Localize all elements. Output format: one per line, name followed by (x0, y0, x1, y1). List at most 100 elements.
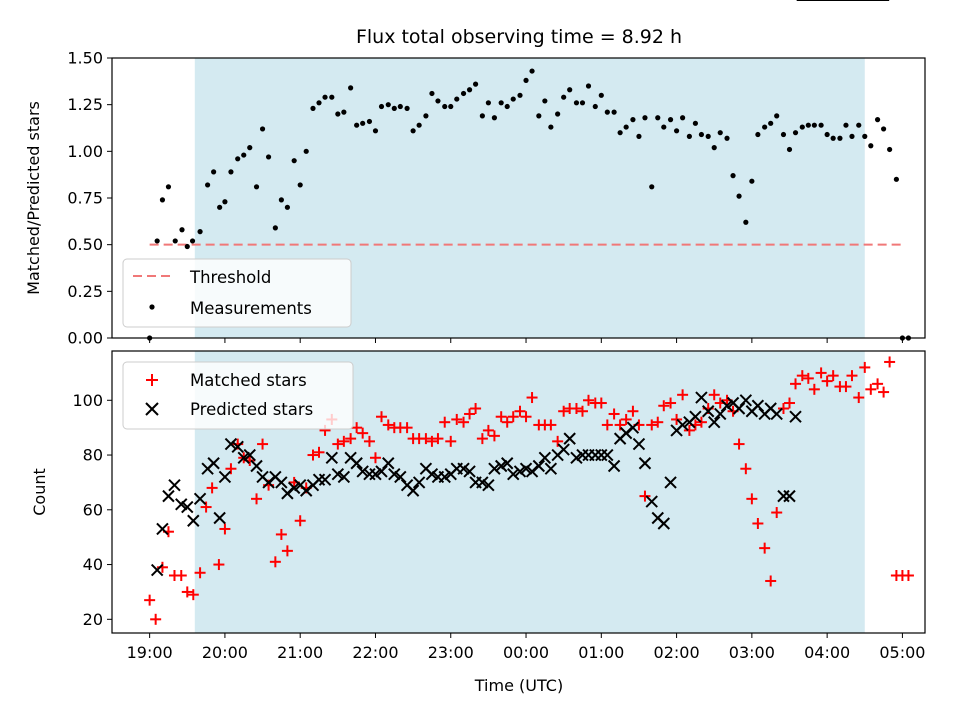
predicted-star-point (231, 440, 244, 454)
matched-star-point (501, 416, 513, 428)
measurement-point (717, 130, 723, 136)
measurement-point (416, 122, 422, 128)
matched-star-point (439, 416, 451, 428)
matched-star-point (357, 427, 369, 439)
matched-star-point (815, 367, 827, 379)
measurement-point (824, 131, 830, 138)
top-plot: 0.00 0.25 0.50 0.75 1.00 1.25 1.50 Matched/Pre… (24, 49, 926, 348)
predicted-star-point (476, 476, 489, 489)
matched-star-point (878, 386, 890, 398)
measurement-point (868, 143, 874, 149)
bottom-x-tick-label: 22:00 (352, 643, 398, 662)
measurement-point (604, 109, 610, 115)
measurement-point (611, 109, 617, 115)
measurement-point (567, 87, 573, 93)
measurement-point (585, 83, 592, 89)
predicted-star-point (570, 451, 583, 464)
predicted-star-point (382, 457, 395, 470)
predicted-star-point (438, 470, 451, 484)
matched-star-point (658, 400, 670, 412)
measurement-point (211, 169, 217, 175)
matched-star-point (488, 430, 500, 442)
top-y-axis-label: Matched/Predicted stars (24, 101, 43, 295)
measurement-point (366, 118, 373, 125)
measurement-point (189, 238, 196, 244)
measurement-point (341, 109, 347, 115)
matched-star-point (181, 586, 193, 598)
predicted-star-point (557, 443, 570, 456)
matched-star-point (213, 559, 225, 571)
measurement-point (504, 103, 510, 110)
predicted-star-point (482, 478, 495, 492)
predicted-star-point (657, 517, 670, 530)
legend-predicted-swatch (145, 402, 159, 416)
measurement-point (749, 178, 755, 184)
bottom-legend: Matched stars Predicted stars (122, 361, 354, 430)
matched-star-point (765, 575, 777, 587)
predicted-star-point (563, 432, 576, 445)
measurement-point (880, 126, 887, 132)
matched-star-point (777, 402, 789, 414)
measurement-point (517, 92, 523, 98)
measurement-point (692, 120, 699, 126)
measurement-point (630, 117, 636, 123)
measurement-point (491, 115, 498, 121)
measurement-point (755, 131, 761, 138)
matched-star-point (708, 389, 720, 401)
measurement-point (698, 131, 705, 138)
predicted-star-point (501, 457, 514, 470)
matched-star-point (257, 438, 269, 450)
measurement-point (253, 184, 260, 190)
measurement-point (724, 135, 730, 141)
top-legend-box (122, 258, 352, 328)
matched-star-point (884, 356, 896, 368)
matched-star-point (275, 528, 287, 540)
predicted-star-point (626, 421, 640, 434)
predicted-star-point (538, 451, 552, 464)
predicted-star-point (369, 467, 382, 481)
matched-star-point (865, 383, 877, 395)
measurement-point (241, 152, 247, 158)
measurement-point (711, 145, 717, 151)
measurement-points (147, 68, 912, 341)
legend-measurements-swatch (149, 304, 155, 310)
top-y-tick-label: 0.25 (67, 282, 103, 301)
predicted-star-point (213, 511, 226, 525)
measurement-point (310, 105, 316, 111)
matched-star-point (859, 361, 871, 373)
predicted-star-point (488, 462, 501, 475)
predicted-star-point (739, 394, 753, 407)
measurement-point (555, 111, 561, 117)
bottom-x-tick-label: 23:00 (428, 643, 474, 662)
predicted-star-point (224, 437, 238, 451)
bottom-x-ticks: 19:00 20:00 21:00 22:00 23:00 00:00 01:00 02:00… (127, 633, 925, 662)
matched-star-point (482, 424, 494, 436)
measurement-point (197, 229, 203, 235)
matched-star-point (313, 446, 325, 458)
measurement-point (448, 103, 454, 110)
measurement-point (228, 169, 234, 175)
measurement-point (217, 204, 223, 210)
measurement-point (818, 122, 824, 128)
matched-star-point (627, 405, 639, 417)
measurement-point (799, 124, 805, 130)
matched-star-point (307, 449, 319, 461)
matched-star-point (646, 419, 658, 431)
bottom-x-tick-label: 19:00 (127, 643, 173, 662)
matched-star-point (790, 378, 802, 390)
matched-star-point (520, 411, 532, 423)
bottom-y-tick-label: 100 (72, 391, 103, 410)
predicted-star-point (394, 470, 407, 484)
predicted-star-point (406, 484, 420, 497)
measurement-point (548, 124, 554, 130)
predicted-star-point (331, 467, 345, 481)
matched-star-point (432, 433, 444, 445)
measurement-point (811, 122, 817, 128)
predicted-star-point (250, 459, 263, 473)
predicted-star-point (187, 514, 200, 527)
measurement-point (485, 100, 491, 106)
matched-star-point (695, 416, 707, 428)
predicted-star-point (181, 500, 194, 514)
bottom-y-tick-label: 80 (83, 446, 103, 465)
